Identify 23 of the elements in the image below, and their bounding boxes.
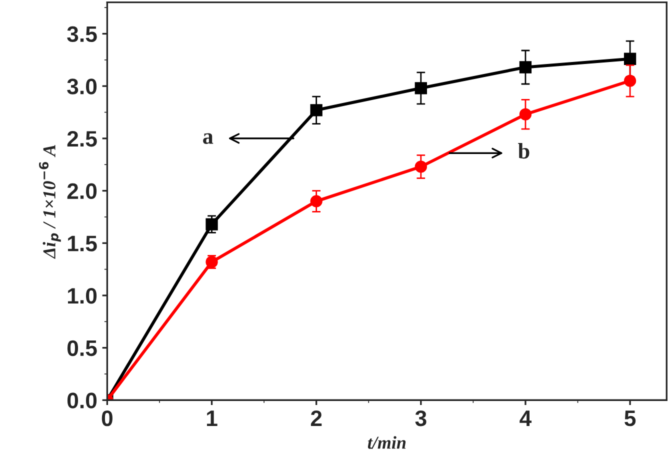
y-tick-label: 1.0 [68,288,97,304]
x-tick-label: 1 [206,410,218,426]
point [519,61,532,74]
x-tick-label: 0 [102,410,112,426]
y-tick-label: 3.0 [67,78,97,94]
y-tick-label: 2.5 [67,130,97,147]
point [624,74,636,87]
y-axis-title: Δi$_{p}$ / 1×10$^{−6}$ A [39,144,61,259]
y-tick-label: 0.0 [67,392,97,408]
point [206,218,218,230]
y-tick-label: 0.5 [67,340,97,356]
x-axis-title: t/min [368,436,406,449]
x-tick-label: 3 [415,410,426,426]
annotation: a [203,133,214,144]
x-tick-label: 2 [310,410,322,426]
point [519,108,532,120]
y-tick-label: 1.5 [68,236,97,252]
x-tick-label: 5 [624,410,636,426]
y-tick-label: 3.5 [67,26,97,42]
point [414,82,427,94]
annotation: b [518,143,530,159]
x-tick-label: 4 [520,410,532,426]
y-tick-label: 2.0 [67,183,97,200]
